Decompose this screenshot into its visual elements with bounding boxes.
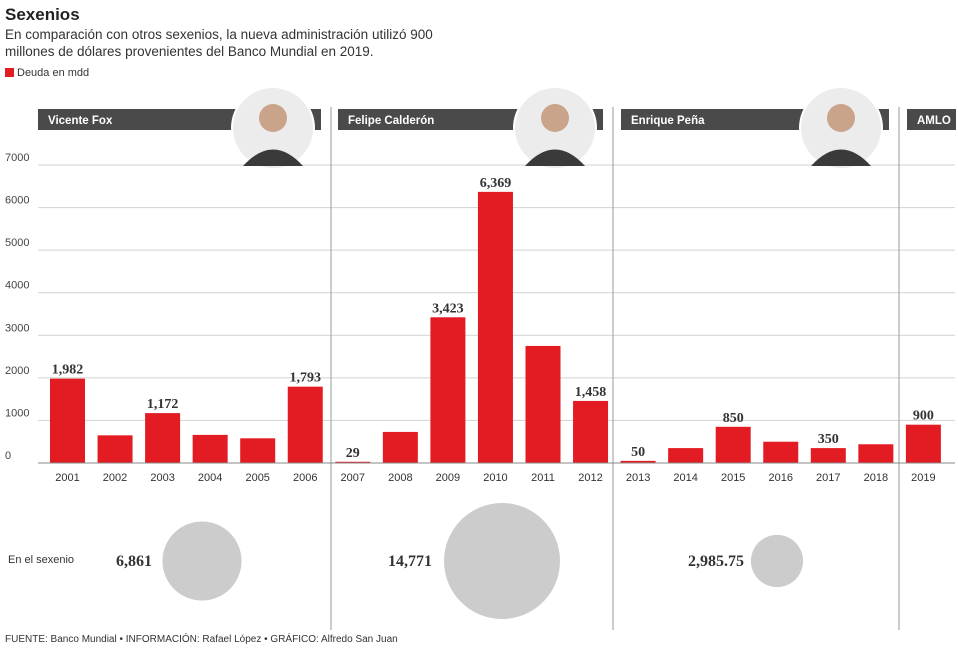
bar (287, 386, 323, 463)
x-tick-label: 2001 (55, 472, 79, 484)
data-label: 1,172 (147, 397, 179, 412)
data-label: 6,369 (480, 176, 512, 191)
legend: Deuda en mdd (5, 67, 89, 79)
total-label: 2,985.75 (688, 553, 744, 570)
total-label: 14,771 (388, 553, 432, 570)
bar (525, 345, 561, 463)
x-tick-label: 2005 (245, 472, 269, 484)
x-tick-label: 2007 (341, 472, 365, 484)
x-tick-label: 2004 (198, 472, 222, 484)
bar (763, 441, 799, 463)
period-name: AMLO (917, 115, 951, 127)
data-label: 1,458 (575, 385, 607, 400)
y-tick-label: 7000 (5, 152, 29, 164)
bar (715, 426, 751, 463)
y-tick-label: 4000 (5, 280, 29, 292)
bar (50, 378, 85, 463)
period-name: Enrique Peña (631, 115, 705, 127)
x-tick-label: 2010 (483, 472, 507, 484)
chart-title: Sexenios (5, 5, 80, 24)
data-label: 350 (818, 432, 839, 447)
chart-subtitle: En comparación con otros sexenios, la nu… (5, 27, 433, 59)
total-bubble (750, 534, 804, 588)
data-label: 850 (723, 411, 744, 426)
x-tick-label: 2006 (293, 472, 317, 484)
x-tick-label: 2002 (103, 472, 127, 484)
y-tick-label: 1000 (5, 407, 29, 419)
y-tick-label: 6000 (5, 195, 29, 207)
portrait-suit (525, 149, 585, 166)
period-name: Vicente Fox (48, 115, 113, 127)
totals-row-label: En el sexenio (8, 554, 74, 566)
bar (382, 431, 418, 463)
y-tick-label: 3000 (5, 322, 29, 334)
y-tick-label: 2000 (5, 365, 29, 377)
data-label: 50 (631, 445, 645, 460)
portrait-suit (243, 149, 303, 166)
x-tick-label: 2011 (531, 472, 555, 484)
total-bubble (162, 521, 242, 601)
period-name: Felipe Calderón (348, 115, 434, 127)
bar (335, 461, 371, 463)
bar (905, 424, 941, 463)
bar (477, 191, 513, 464)
data-label: 3,423 (432, 301, 464, 316)
data-label: 29 (346, 446, 360, 461)
period-header-band (907, 109, 956, 130)
bar (97, 435, 133, 463)
y-tick-label: 0 (5, 450, 11, 462)
x-tick-label: 2012 (578, 472, 602, 484)
bar (620, 460, 656, 463)
bar (192, 434, 228, 463)
total-bubble (444, 503, 560, 619)
bar (145, 413, 181, 463)
bar (668, 448, 704, 463)
x-tick-label: 2013 (626, 472, 650, 484)
bar (810, 448, 846, 463)
data-label: 900 (913, 409, 934, 424)
portrait-suit (811, 149, 871, 166)
y-tick-label: 5000 (5, 237, 29, 249)
legend-label: Deuda en mdd (17, 67, 90, 79)
data-label: 1,982 (52, 363, 84, 378)
bar (430, 317, 466, 463)
x-tick-label: 2015 (721, 472, 745, 484)
x-tick-label: 2014 (673, 472, 697, 484)
bar (240, 438, 276, 463)
bar (858, 444, 894, 463)
x-tick-label: 2003 (150, 472, 174, 484)
data-label: 1,793 (290, 371, 322, 386)
total-label: 6,861 (116, 553, 152, 570)
x-tick-label: 2018 (864, 472, 888, 484)
portrait-face (541, 104, 569, 132)
x-tick-label: 2017 (816, 472, 840, 484)
x-tick-label: 2009 (436, 472, 460, 484)
x-tick-label: 2008 (388, 472, 412, 484)
bar (573, 400, 609, 463)
portrait-face (827, 104, 855, 132)
x-tick-label: 2016 (769, 472, 793, 484)
portrait-face (259, 104, 287, 132)
source-credits: FUENTE: Banco Mundial • INFORMACIÓN: Raf… (5, 634, 398, 645)
legend-swatch (5, 68, 14, 77)
x-tick-label: 2019 (911, 472, 935, 484)
